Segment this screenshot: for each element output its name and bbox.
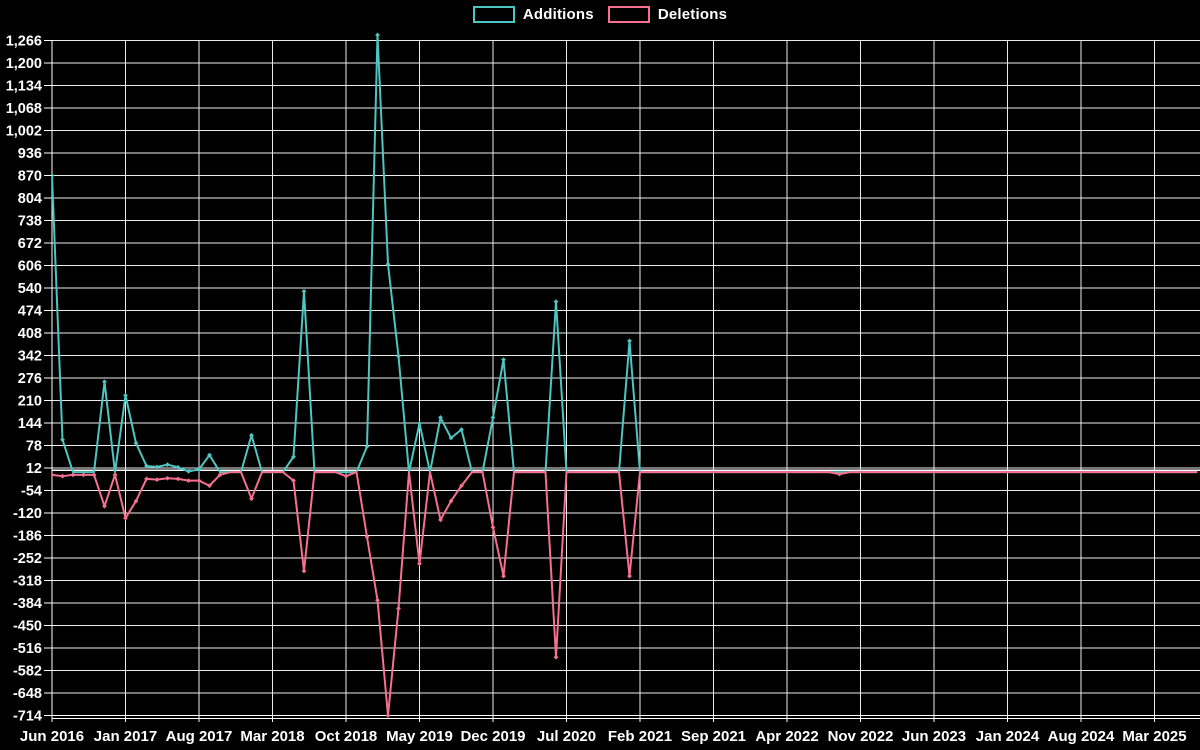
x-tick-label: Mar 2018 xyxy=(240,728,304,745)
deletions-swatch xyxy=(607,6,650,23)
y-tick-label: -120 xyxy=(13,506,42,522)
additions-swatch xyxy=(472,6,515,23)
y-tick-label: 606 xyxy=(18,259,42,275)
y-tick-label: 1,002 xyxy=(6,124,42,140)
x-tick-label: Jul 2020 xyxy=(537,728,596,745)
y-tick-label: -714 xyxy=(13,709,42,725)
y-tick-label: -252 xyxy=(13,551,42,567)
x-tick-label: Jun 2023 xyxy=(902,728,966,745)
y-tick-label: 738 xyxy=(18,214,42,230)
y-tick-label: 804 xyxy=(18,191,42,207)
y-tick-label: 144 xyxy=(18,416,42,432)
x-tick-label: Mar 2025 xyxy=(1122,728,1186,745)
y-tick-label: 1,134 xyxy=(6,79,42,95)
y-tick-label: 342 xyxy=(18,349,42,365)
x-tick-label: Nov 2022 xyxy=(828,728,894,745)
y-tick-label: -648 xyxy=(13,686,42,702)
x-tick-label: Dec 2019 xyxy=(460,728,525,745)
y-tick-label: -54 xyxy=(21,484,42,500)
y-tick-label: 408 xyxy=(18,326,42,342)
x-tick-label: Sep 2021 xyxy=(681,728,746,745)
y-tick-label: -582 xyxy=(13,664,42,680)
x-tick-label: Aug 2017 xyxy=(166,728,233,745)
y-tick-label: 12 xyxy=(26,461,42,477)
y-tick-label: 78 xyxy=(26,439,42,455)
y-tick-label: 1,068 xyxy=(6,101,42,117)
y-tick-label: 276 xyxy=(18,371,42,387)
legend-label-deletions: Deletions xyxy=(657,6,728,23)
y-tick-label: 1,266 xyxy=(6,34,42,50)
y-tick-label: 672 xyxy=(18,236,42,252)
y-tick-label: 210 xyxy=(18,394,42,410)
y-tick-label: 474 xyxy=(18,304,42,320)
legend-item-additions[interactable]: Additions xyxy=(472,6,594,23)
y-tick-label: -384 xyxy=(13,596,42,612)
x-tick-label: Jan 2024 xyxy=(976,728,1040,745)
y-tick-label: 1,200 xyxy=(6,56,42,72)
y-tick-label: 936 xyxy=(18,146,42,162)
y-tick-label: -516 xyxy=(13,641,42,657)
deletions-series-line xyxy=(52,471,1198,717)
x-tick-label: May 2019 xyxy=(386,728,453,745)
y-tick-label: 870 xyxy=(18,169,42,185)
x-tick-label: Jan 2017 xyxy=(94,728,157,745)
y-tick-label: -186 xyxy=(13,529,42,545)
x-tick-label: Jun 2016 xyxy=(20,728,84,745)
x-tick-label: Feb 2021 xyxy=(608,728,672,745)
deletions-series-markers xyxy=(52,471,842,718)
legend-label-additions: Additions xyxy=(522,6,594,23)
y-tick-label: -450 xyxy=(13,619,42,635)
y-tick-label: 540 xyxy=(18,281,42,297)
chart-legend: Additions Deletions xyxy=(0,6,1200,23)
legend-item-deletions[interactable]: Deletions xyxy=(607,6,728,23)
additions-series-markers xyxy=(52,32,632,474)
additions-series-line xyxy=(52,34,1198,474)
y-tick-label: -318 xyxy=(13,574,42,590)
x-tick-label: Apr 2022 xyxy=(755,728,818,745)
x-tick-label: Aug 2024 xyxy=(1048,728,1115,745)
x-tick-label: Oct 2018 xyxy=(315,728,378,745)
